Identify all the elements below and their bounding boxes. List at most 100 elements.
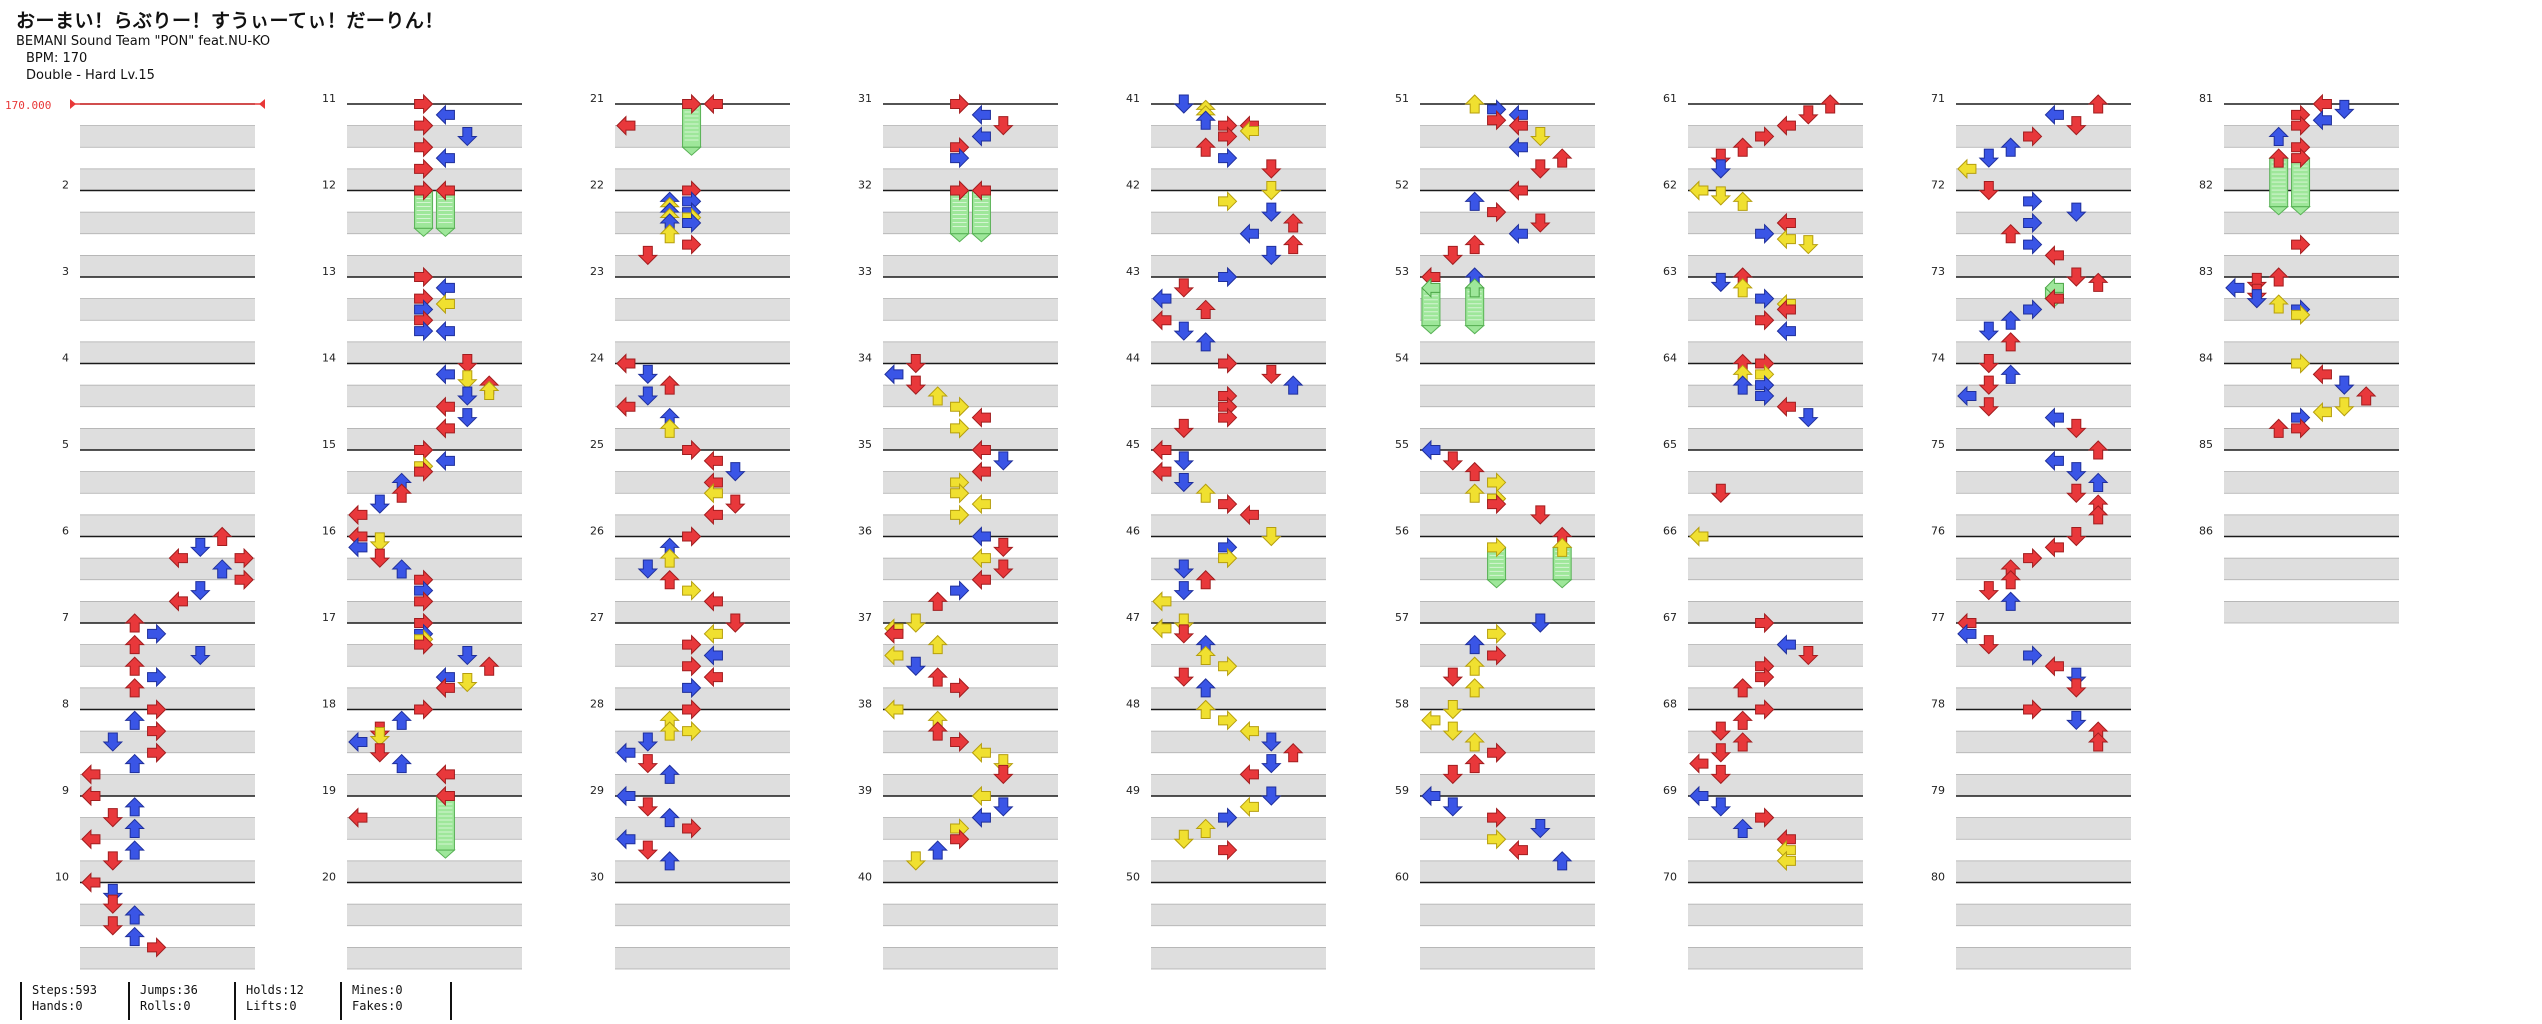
step-arrow — [971, 742, 991, 763]
beat-band — [2224, 255, 2399, 277]
beat-band — [1688, 168, 1863, 191]
step-arrow — [81, 785, 101, 807]
step-arrow — [1487, 742, 1507, 763]
beat-band — [1151, 947, 1326, 969]
step-arrow — [2087, 732, 2109, 752]
step-arrow — [950, 180, 970, 201]
beat-band — [1956, 947, 2131, 969]
beat-band — [615, 168, 790, 191]
step-arrow — [1508, 223, 1528, 244]
step-arrow — [1755, 612, 1775, 634]
beat-band — [1151, 731, 1326, 753]
measure-number: 45 — [1126, 438, 1140, 451]
beat-band — [1688, 904, 1863, 926]
step-arrow — [1218, 493, 1238, 515]
step-arrow — [1464, 191, 1485, 211]
step-arrow — [147, 937, 167, 958]
step-arrow — [1421, 785, 1441, 807]
step-arrow — [1239, 120, 1259, 142]
beat-band — [1151, 774, 1326, 796]
beat-band — [615, 471, 790, 494]
step-arrow — [435, 293, 455, 315]
measure-number: 6 — [62, 525, 69, 538]
step-arrow — [1776, 634, 1796, 655]
bpm-marker-label: 170.000 — [5, 99, 51, 112]
beat-band — [1688, 385, 1863, 407]
beat-band — [347, 904, 522, 926]
beat-band — [1151, 471, 1326, 494]
step-arrow — [703, 666, 723, 688]
measure-number: 41 — [1126, 92, 1140, 105]
step-arrow — [1464, 94, 1485, 114]
step-arrow — [102, 894, 124, 914]
step-arrow — [435, 785, 455, 807]
step-arrow — [2023, 547, 2043, 569]
step-arrow — [348, 731, 368, 753]
step-arrow — [168, 547, 188, 569]
step-arrow — [1755, 288, 1775, 309]
step-arrow — [2312, 93, 2332, 115]
step-arrow — [2044, 288, 2064, 309]
step-arrow — [905, 851, 927, 871]
step-arrow — [435, 450, 455, 472]
measure-number: 19 — [322, 784, 336, 797]
step-arrow — [1195, 299, 1216, 319]
step-arrow — [1195, 483, 1216, 503]
step-arrow — [1710, 721, 1732, 741]
beat-band — [1151, 644, 1326, 667]
step-arrow — [1464, 234, 1485, 255]
step-arrow — [1732, 678, 1753, 698]
measure-number: 51 — [1395, 92, 1409, 105]
beat-band — [1956, 341, 2131, 364]
step-arrow — [1710, 159, 1732, 179]
beat-band — [80, 514, 255, 537]
beat-band — [883, 125, 1058, 148]
measure-number: 30 — [590, 871, 604, 884]
step-arrow — [659, 570, 680, 590]
step-arrow — [457, 645, 478, 666]
step-arrow — [1421, 439, 1441, 461]
beat-band — [80, 601, 255, 623]
step-arrow — [2291, 304, 2311, 326]
step-arrow — [124, 905, 145, 925]
beat-band — [1956, 428, 2131, 450]
step-arrow — [2291, 115, 2311, 136]
step-arrow — [703, 450, 723, 472]
step-arrow — [147, 720, 167, 742]
step-arrow — [1732, 137, 1753, 157]
step-arrow — [102, 916, 124, 936]
beat-band — [1151, 255, 1326, 277]
step-arrow — [927, 721, 948, 741]
stats-col-holds: Holds:12 Lifts:0 — [234, 982, 304, 1020]
step-arrow — [1776, 115, 1796, 136]
step-arrow — [682, 634, 702, 655]
beat-band — [1688, 817, 1863, 840]
beat-band — [1956, 817, 2131, 840]
step-arrow — [369, 532, 391, 552]
step-arrow — [1978, 354, 2000, 374]
step-arrow — [81, 872, 101, 893]
measure-number: 9 — [62, 784, 69, 797]
beat-band — [1420, 947, 1595, 969]
step-arrow — [414, 180, 434, 201]
step-arrow — [927, 667, 948, 687]
hold-tail — [435, 227, 456, 238]
step-arrow — [81, 829, 101, 850]
beat-band — [80, 687, 255, 710]
beat-band — [1956, 860, 2131, 883]
step-arrow — [2044, 656, 2064, 677]
step-arrow — [905, 375, 927, 395]
measure-number: 52 — [1395, 179, 1409, 192]
beat-band — [2224, 601, 2399, 623]
step-arrow — [1152, 439, 1172, 461]
step-arrow — [993, 116, 1014, 136]
measure-number: 80 — [1931, 871, 1945, 884]
measure-number: 10 — [55, 871, 69, 884]
beat-band — [347, 947, 522, 969]
step-arrow — [414, 634, 434, 655]
step-arrow — [1464, 678, 1485, 698]
step-arrow — [124, 613, 145, 633]
step-arrow — [1218, 353, 1238, 374]
beat-band — [883, 212, 1058, 234]
